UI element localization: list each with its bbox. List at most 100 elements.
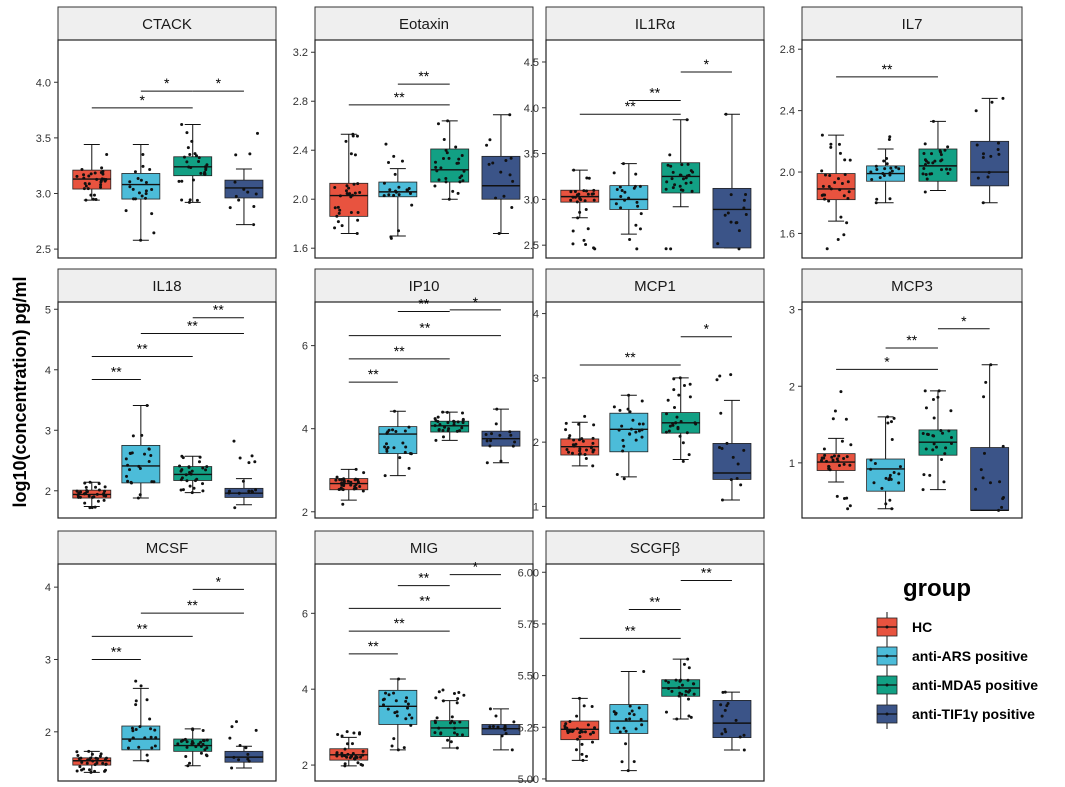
data-point [584, 456, 588, 460]
data-point [583, 199, 587, 203]
box-2 [609, 393, 649, 481]
data-point [669, 247, 673, 251]
data-point [390, 744, 394, 748]
data-point [573, 195, 577, 199]
plot-frame [57, 301, 277, 519]
data-point [981, 156, 985, 160]
data-point [924, 406, 928, 410]
data-point [571, 195, 575, 199]
data-point [433, 731, 437, 735]
data-point [393, 172, 397, 176]
data-point [343, 754, 347, 758]
data-point [95, 177, 99, 181]
data-point [928, 172, 932, 176]
data-point [333, 185, 337, 189]
data-point [82, 176, 86, 180]
legend-point [885, 625, 889, 629]
data-point [102, 498, 106, 502]
data-point [677, 393, 681, 397]
legend: group HC anti-ARS positive anti-MDA5 posit… [876, 575, 1038, 729]
data-point [822, 447, 826, 451]
y-tick-label: 4 [302, 684, 308, 696]
data-point [99, 183, 103, 187]
significance-label: ** [625, 622, 636, 638]
legend-label: HC [912, 619, 932, 635]
data-point [738, 735, 742, 739]
data-point [949, 441, 953, 445]
data-point [445, 151, 449, 155]
data-point [641, 422, 645, 426]
box-iqr [430, 420, 470, 433]
panel-strip [314, 530, 534, 565]
data-point [878, 176, 882, 180]
data-point [637, 429, 641, 433]
data-point [885, 157, 889, 161]
data-point [185, 131, 189, 135]
data-point [687, 714, 691, 718]
data-point [842, 194, 846, 198]
data-point [99, 185, 103, 189]
data-point [729, 478, 733, 482]
data-point [635, 200, 639, 204]
data-point [358, 190, 362, 194]
data-point [984, 380, 988, 384]
data-point [386, 707, 390, 711]
panel-strip [545, 6, 765, 41]
data-point [93, 505, 97, 509]
data-point [925, 177, 929, 181]
data-point [131, 434, 135, 438]
data-point [99, 180, 103, 184]
data-point [981, 152, 985, 156]
box-3 [918, 119, 958, 194]
data-point [188, 761, 192, 765]
data-point [564, 421, 568, 425]
data-point [636, 204, 640, 208]
data-point [456, 420, 460, 424]
data-point [383, 474, 387, 478]
data-point [886, 415, 890, 419]
data-point [821, 184, 825, 188]
data-point [394, 430, 398, 434]
data-point [128, 180, 132, 184]
data-point [687, 666, 691, 670]
data-point [939, 150, 943, 154]
legend-item-2: anti-ARS positive [876, 641, 1028, 671]
y-tick-label: 5.75 [518, 619, 539, 631]
data-point [632, 713, 636, 717]
data-point [144, 196, 148, 200]
data-point [946, 145, 950, 149]
data-point [93, 763, 97, 767]
data-point [408, 191, 412, 195]
data-point [504, 159, 508, 163]
significance-label: ** [649, 84, 660, 100]
data-point [141, 164, 145, 168]
data-point [392, 737, 396, 741]
data-point [664, 187, 668, 191]
data-point [205, 754, 209, 758]
data-point [349, 210, 353, 214]
data-point [830, 455, 834, 459]
data-point [986, 175, 990, 179]
data-point [441, 410, 445, 414]
data-point [237, 491, 241, 495]
data-point [89, 172, 93, 176]
data-point [182, 155, 186, 159]
data-point [694, 422, 698, 426]
y-tick-label: 2.8 [780, 44, 795, 56]
data-point [488, 725, 492, 729]
data-point [579, 198, 583, 202]
data-point [592, 246, 596, 250]
data-point [680, 163, 684, 167]
box-iqr [378, 181, 418, 198]
data-point [138, 466, 142, 470]
data-point [147, 460, 151, 464]
data-point [981, 476, 985, 480]
box-3 [661, 657, 701, 721]
data-point [923, 190, 927, 194]
data-point [988, 481, 992, 485]
data-point [340, 477, 344, 481]
data-point [686, 678, 690, 682]
data-point [88, 480, 92, 484]
data-point [89, 193, 93, 197]
data-point [686, 162, 690, 166]
